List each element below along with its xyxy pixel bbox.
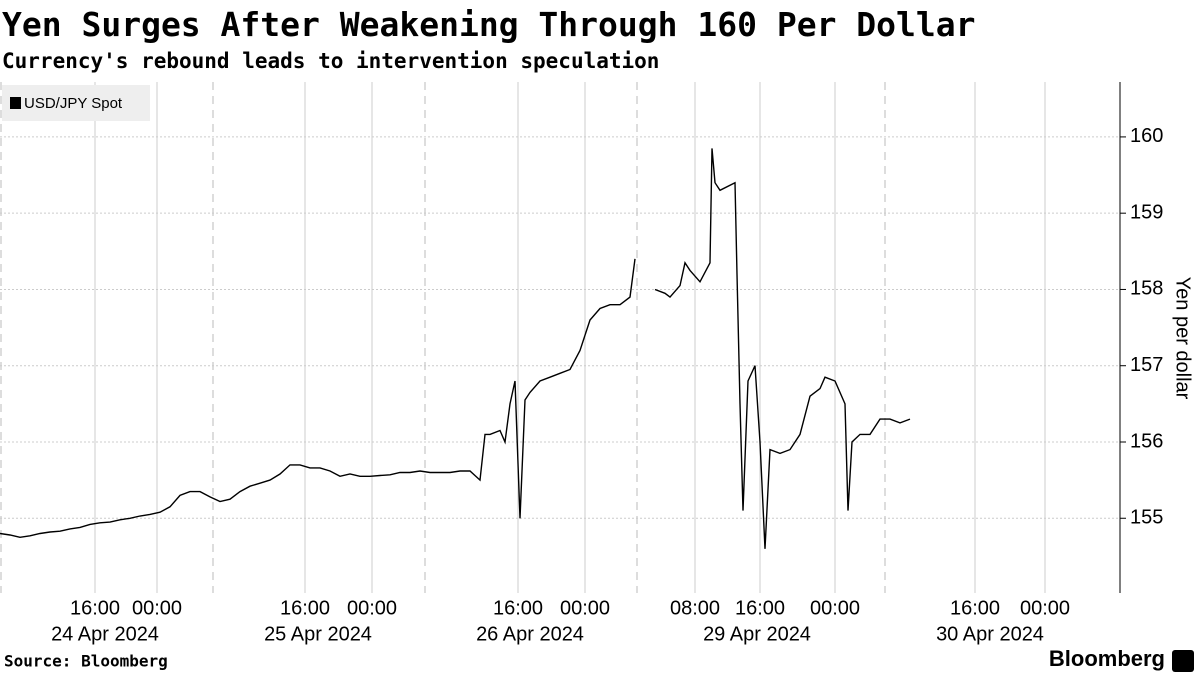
x-group-label: 26 Apr 2024 bbox=[476, 623, 584, 645]
y-axis-title: Yen per dollar bbox=[1172, 277, 1194, 400]
y-tick-label: 155 bbox=[1130, 507, 1163, 529]
x-tick-label: 16:00 bbox=[735, 597, 785, 619]
chart-title: Yen Surges After Weakening Through 160 P… bbox=[2, 5, 976, 44]
legend-label: USD/JPY Spot bbox=[24, 95, 123, 112]
x-tick-label: 16:00 bbox=[70, 597, 120, 619]
y-tick-label: 156 bbox=[1130, 430, 1163, 452]
legend-swatch bbox=[10, 97, 21, 109]
x-tick-label: 00:00 bbox=[810, 597, 860, 619]
x-tick-label: 16:00 bbox=[280, 597, 330, 619]
x-group-label: 29 Apr 2024 bbox=[703, 623, 811, 645]
x-tick-label: 00:00 bbox=[1020, 597, 1070, 619]
x-tick-label: 16:00 bbox=[493, 597, 543, 619]
y-tick-label: 159 bbox=[1130, 201, 1163, 223]
price-line bbox=[0, 148, 911, 549]
x-tick-label: 00:00 bbox=[560, 597, 610, 619]
y-tick-label: 160 bbox=[1130, 125, 1163, 147]
y-tick-label: 157 bbox=[1130, 354, 1163, 376]
x-tick-label: 16:00 bbox=[950, 597, 1000, 619]
chart-subtitle: Currency's rebound leads to intervention… bbox=[2, 49, 659, 73]
x-tick-label: 08:00 bbox=[670, 597, 720, 619]
brand: Bloomberg bbox=[1049, 646, 1165, 671]
x-tick-label: 00:00 bbox=[347, 597, 397, 619]
day-separators bbox=[0, 82, 886, 593]
y-tick-label: 158 bbox=[1130, 278, 1163, 300]
x-group-label: 30 Apr 2024 bbox=[936, 623, 1044, 645]
x-tick-label: 00:00 bbox=[132, 597, 182, 619]
brand-icon bbox=[1172, 650, 1194, 672]
legend-box bbox=[2, 85, 150, 121]
x-group-label: 25 Apr 2024 bbox=[264, 623, 372, 645]
x-group-label: 24 Apr 2024 bbox=[51, 623, 159, 645]
source: Source: Bloomberg bbox=[4, 652, 168, 671]
